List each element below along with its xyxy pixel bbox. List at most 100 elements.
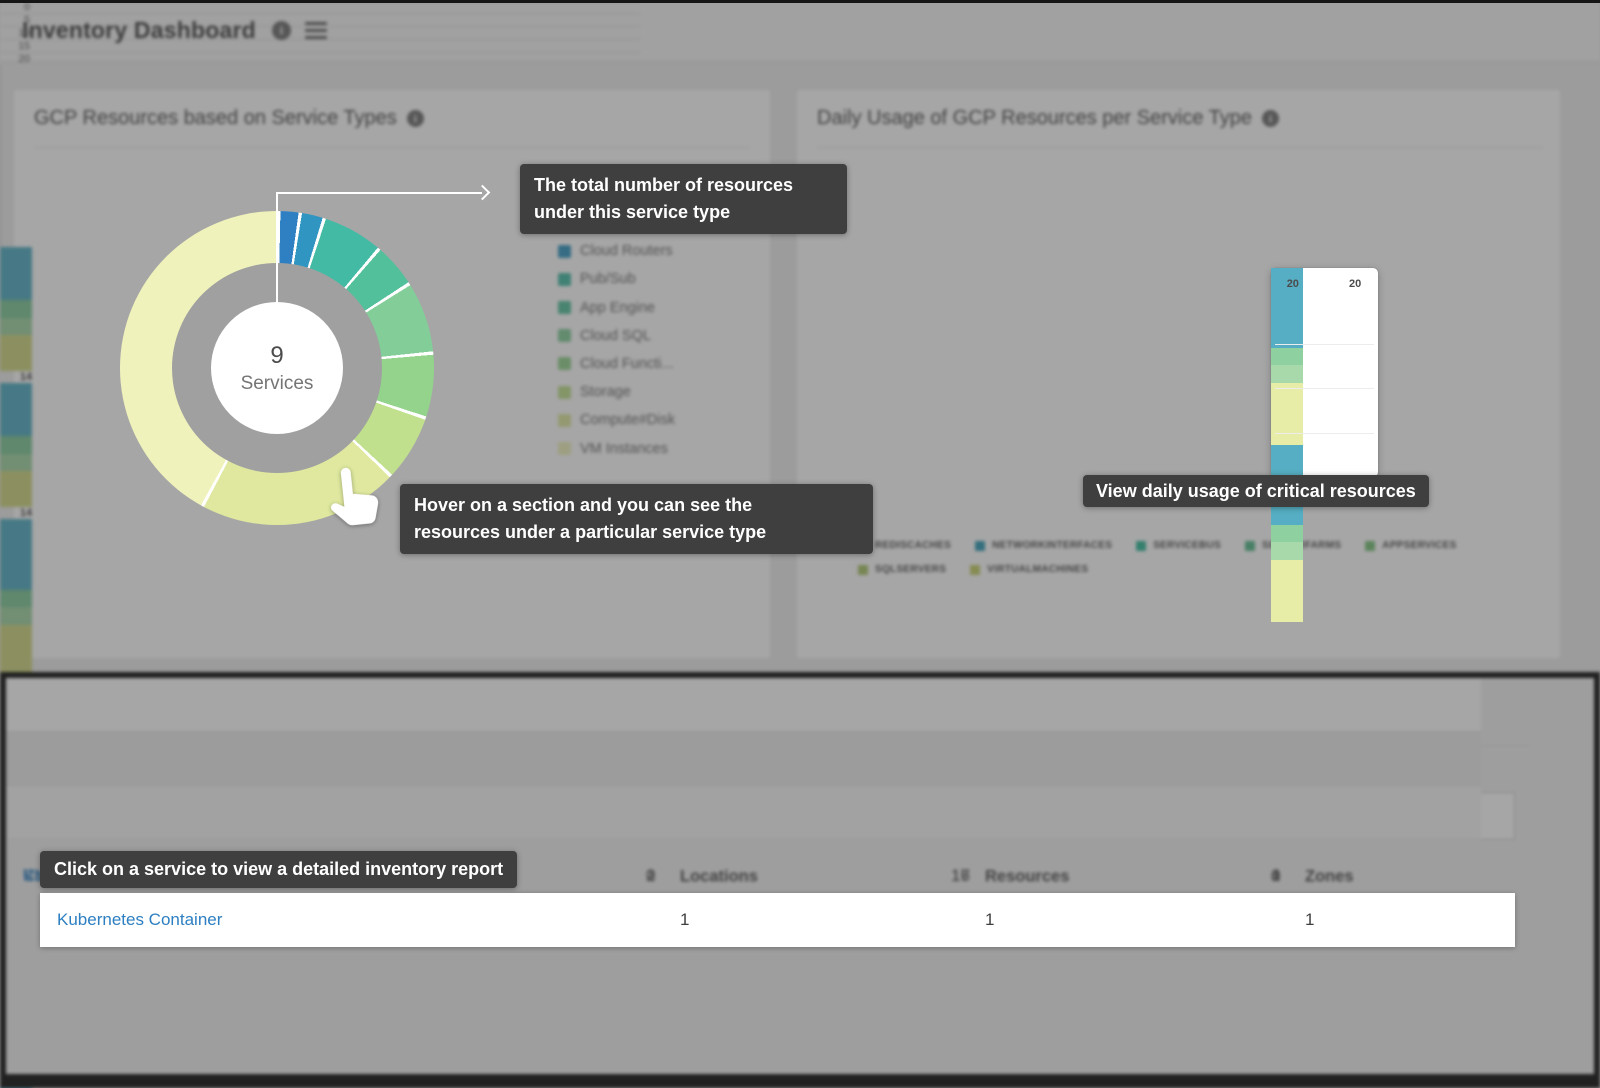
legend-label: Pub/Sub [580,271,636,288]
bar-segment[interactable] [0,471,32,507]
bar-segment[interactable] [0,317,32,336]
donut-legend-item[interactable]: App Engine [558,299,678,316]
legend-label: Compute#Disk [580,412,676,429]
donut-center-label: Services [240,372,314,394]
locations-value: 1 [646,866,656,885]
y-axis-tick: 5 [24,14,30,26]
col-locations[interactable]: Locations [680,867,758,885]
bar-segment[interactable] [0,335,32,371]
table-body: Kubernetes Container111Compute#Disk0170V… [6,678,1594,1074]
bar-segment-highlighted[interactable] [1271,365,1303,384]
hamburger-menu-icon[interactable] [304,22,327,39]
legend-swatch [558,244,571,258]
legend-swatch [1245,540,1256,551]
donut-legend-item[interactable]: Storage [558,384,678,401]
bar-segment-highlighted[interactable] [1271,542,1303,560]
app-header: Inventory Dashboard i [0,0,1600,62]
legend-label: APPSERVICES [1382,540,1457,551]
donut-panel-title-text: GCP Resources based on Service Types [34,107,397,129]
donut-legend-item[interactable]: VM Instances [558,440,678,457]
legend-swatch [1136,540,1147,551]
y-axis-tick: 0 [24,1,30,13]
tooltip-hover-section: Hover on a section and you can see the r… [400,484,873,554]
legend-label: VM Instances [580,440,668,457]
hand-cursor-icon [320,459,389,536]
bar-segment[interactable] [0,453,32,472]
bar-legend-item[interactable]: VIRTUALMACHINES [970,564,1088,575]
resources-value: 1 [951,866,961,885]
donut-legend-item[interactable]: Cloud SQL [558,328,678,344]
table-row[interactable]: Compute#Disk0170 [6,732,1481,885]
bar-segment[interactable] [0,589,32,608]
service-link[interactable]: Kubernetes Container [57,910,223,929]
donut-legend-item[interactable]: Cloud Functi... [558,356,678,372]
y-axis-tick: 20 [18,53,30,65]
bar-segment[interactable] [0,382,32,436]
zones-value: 1 [1271,866,1281,885]
zones-value: 1 [1305,910,1315,929]
bar-segment-highlighted[interactable] [1271,268,1303,348]
col-resources[interactable]: Resources [985,867,1070,885]
usage-panel-title-text: Daily Usage of GCP Resources per Service… [817,107,1253,129]
legend-swatch [558,413,571,427]
legend-label: VIRTUALMACHINES [987,564,1089,575]
page-title: Inventory Dashboard [22,17,256,43]
bar-total-label: 14 [19,506,33,519]
donut-legend-item[interactable]: Compute#Disk [558,412,678,429]
callout-line-vertical [276,193,278,369]
donut-legend-item[interactable]: Pub/Sub [558,271,678,288]
details-section: Inventory Details of GCP Resources Filte… [0,672,1600,1088]
divider [34,147,750,148]
bar-legend-item[interactable]: SQLSERVERS [858,564,946,575]
usage-panel-title: Daily Usage of GCP Resources per Service… [817,107,1280,130]
legend-label: Storage [580,384,631,401]
legend-swatch [975,540,986,551]
resources-value: 17 [951,866,970,885]
donut-panel-title: GCP Resources based on Service Types i [34,107,424,130]
bar-segment-highlighted[interactable] [1271,383,1303,445]
bar-legend-item[interactable]: NETWORKINTERFACES [975,540,1112,551]
bar-segment-highlighted[interactable] [1271,347,1303,366]
table-row-highlighted[interactable]: Kubernetes Container 1 1 1 [40,893,1515,947]
info-icon[interactable]: i [271,21,291,40]
window-top-edge [0,0,1600,3]
bar-legend-item[interactable]: SERVICEBUS [1136,540,1221,551]
info-icon[interactable]: i [1262,110,1280,127]
zones-value: 4 [1271,866,1281,885]
bar-segment[interactable] [0,435,32,454]
info-icon[interactable]: i [406,110,424,127]
bar-segment[interactable] [0,607,32,625]
legend-swatch [558,301,571,315]
tooltip-total-resources: The total number of resources under this… [520,164,847,234]
bar-legend-item[interactable]: APPSERVICES [1365,540,1456,551]
legend-swatch [558,385,571,399]
legend-label: SERVICEBUS [1153,540,1222,551]
bar-segment-highlighted[interactable] [1271,524,1303,543]
legend-label: REDISCACHES [875,540,952,551]
resources-value: 16 [951,866,970,885]
locations-value: 1 [680,910,690,929]
legend-label: SQLSERVERS [875,564,947,575]
zones-value: 0 [1271,866,1281,885]
highlight-bars[interactable]: 20 20 [1271,268,1378,622]
legend-swatch [970,564,981,575]
locations-value: 2 [646,866,656,885]
gridline [0,39,640,40]
bar-segment[interactable] [0,624,32,678]
bar-segment[interactable] [0,300,32,318]
col-zones[interactable]: Zones [1305,867,1354,885]
legend-swatch [558,357,571,371]
tooltip-click-service: Click on a service to view a detailed in… [40,851,518,888]
bar-segment[interactable] [0,247,32,301]
bar-segment-highlighted[interactable] [1271,559,1303,622]
legend-label: Cloud Routers [580,243,673,260]
bar-segment[interactable] [0,518,32,590]
legend-label: App Engine [580,299,655,316]
bar-total-label: 14 [19,370,33,383]
locations-value: 0 [646,866,656,885]
donut-legend-item[interactable]: Cloud Routers [558,243,678,260]
y-axis-tick: 15 [18,40,30,52]
table-row[interactable]: VM Instances2164 [6,786,1481,885]
bar-total-label: 20 [1286,278,1299,290]
